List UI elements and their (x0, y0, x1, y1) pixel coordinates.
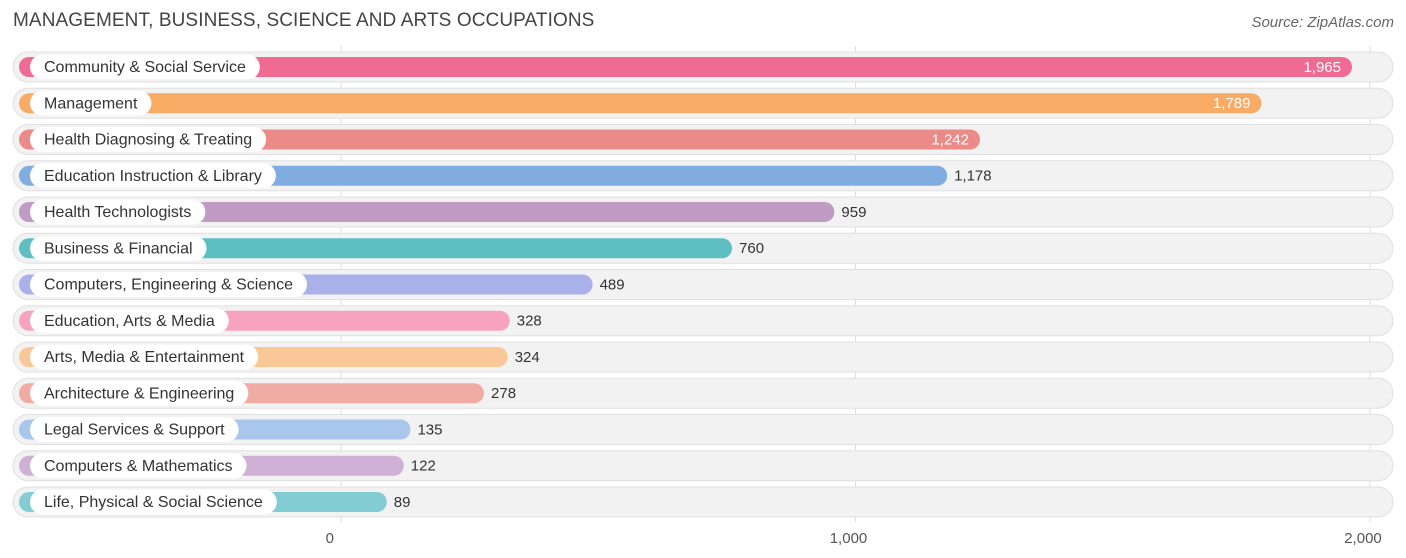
category-label-pill (30, 163, 276, 189)
bar-row: Computers & Mathematics 122 (12, 450, 1394, 482)
value-label: 760 (739, 240, 764, 257)
category-label-pill (30, 380, 249, 406)
value-label: 1,242 (931, 131, 969, 148)
chart-source: Source: ZipAtlas.com (1251, 14, 1394, 31)
category-label: Education, Arts & Media (44, 313, 215, 330)
category-label: Architecture & Engineering (44, 385, 234, 402)
category-label-pill (30, 489, 277, 515)
value-label: 122 (411, 458, 436, 475)
bar-row: Business & Financial 760 (12, 232, 1394, 264)
category-label-pill (30, 344, 259, 370)
bar-row: Education Instruction & Library 1,178 (12, 160, 1394, 192)
category-label: Health Diagnosing & Treating (44, 132, 252, 149)
x-tick-label: 1,000 (830, 530, 868, 547)
category-label-pill (30, 235, 207, 261)
bar (19, 202, 835, 222)
bar-row: Life, Physical & Social Science 89 (12, 486, 1394, 518)
category-label: Management (44, 95, 138, 112)
bar (19, 93, 1262, 114)
value-label: 89 (394, 494, 411, 511)
category-label: Community & Social Service (44, 59, 246, 76)
category-label: Education Instruction & Library (44, 168, 262, 185)
category-label: Legal Services & Support (44, 422, 225, 439)
bar-row: Education, Arts & Media 328 (12, 305, 1394, 337)
category-label-pill (30, 453, 247, 479)
bar-rows: Community & Social Service 1,965 Managemen… (12, 51, 1394, 518)
category-label-pill (30, 308, 229, 334)
category-label: Business & Financial (44, 240, 193, 257)
bar-row: Architecture & Engineering 278 (12, 377, 1394, 409)
category-label-pill (30, 417, 239, 442)
x-tick-label: 2,000 (1344, 530, 1382, 547)
value-label: 328 (517, 313, 542, 330)
bar-row: Legal Services & Support 135 (12, 414, 1394, 445)
category-label: Computers, Engineering & Science (44, 277, 293, 294)
x-tick-label: 0 (326, 530, 334, 547)
bar-row: Computers, Engineering & Science 489 (12, 269, 1394, 300)
bar-row: Health Technologists 959 (12, 196, 1394, 228)
value-label: 135 (417, 421, 442, 438)
value-label: 1,965 (1303, 59, 1341, 76)
category-label: Arts, Media & Entertainment (44, 349, 245, 366)
value-label: 1,789 (1213, 95, 1251, 112)
bar-row: Community & Social Service 1,965 (12, 51, 1394, 83)
value-label: 489 (600, 276, 625, 293)
chart-title: MANAGEMENT, BUSINESS, SCIENCE AND ARTS O… (13, 10, 595, 31)
category-label-pill (30, 127, 267, 152)
category-label-pill (30, 90, 152, 116)
value-label: 324 (515, 349, 540, 366)
bar-row: Health Diagnosing & Treating 1,242 (12, 124, 1394, 155)
bar-row: Management 1,789 (12, 87, 1394, 119)
bar (19, 57, 1352, 77)
category-label-pill (30, 199, 206, 225)
category-label-pill (30, 54, 260, 80)
value-label: 278 (491, 385, 516, 402)
x-axis: 0 1,000 2,000 (326, 530, 1382, 547)
category-label: Health Technologists (44, 204, 191, 221)
category-label: Computers & Mathematics (44, 458, 233, 475)
category-label: Life, Physical & Social Science (44, 494, 263, 511)
category-label-pill (30, 272, 308, 297)
value-label: 959 (841, 204, 866, 221)
bar-row: Arts, Media & Entertainment 324 (12, 341, 1394, 373)
value-label: 1,178 (954, 168, 992, 185)
